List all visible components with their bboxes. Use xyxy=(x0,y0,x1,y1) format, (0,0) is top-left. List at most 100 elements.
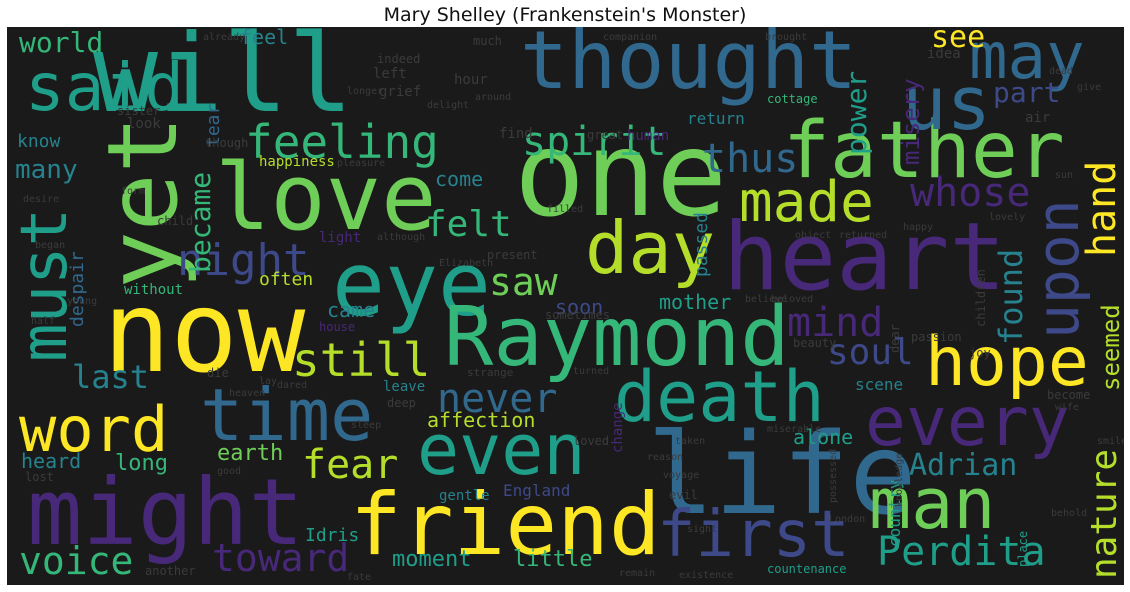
word-raymond: Raymond xyxy=(444,290,790,385)
word-great: great xyxy=(587,128,624,142)
word-will: will xyxy=(93,27,354,137)
word-become: become xyxy=(1047,388,1091,402)
word-evil: evil xyxy=(669,488,698,502)
word-sun: sun xyxy=(1055,170,1074,181)
word-adrian: Adrian xyxy=(909,448,1018,483)
word-leave: leave xyxy=(383,379,426,395)
word-present: present xyxy=(487,248,538,262)
word-world: world xyxy=(19,27,104,59)
word-around: around xyxy=(475,92,512,103)
word-fear: fear xyxy=(302,442,399,488)
word-child: child xyxy=(157,214,194,228)
word-left: left xyxy=(373,66,407,82)
word-taken: taken xyxy=(675,436,706,447)
word-idea: idea xyxy=(927,46,961,62)
word-sister: sister xyxy=(117,104,161,118)
word-might: might xyxy=(27,459,304,566)
word-happiness: happiness xyxy=(259,154,335,170)
word-reason: reason xyxy=(647,452,684,463)
word-smile: smile xyxy=(1097,436,1124,447)
word-man: man xyxy=(869,463,996,545)
word-perdita: Perdita xyxy=(877,529,1046,575)
word-saw: saw xyxy=(489,260,558,304)
word-returned: returned xyxy=(839,230,888,241)
word-thus: thus xyxy=(702,136,799,182)
word-found: found xyxy=(992,248,1030,345)
word-despair: despair xyxy=(67,251,88,327)
word-us: us xyxy=(902,61,992,147)
word-human: human xyxy=(627,128,670,144)
word-lay: lay xyxy=(259,376,278,387)
word-companion: companion xyxy=(603,32,658,43)
word-object: object xyxy=(795,230,832,241)
chart-title: Mary Shelley (Frankenstein's Monster) xyxy=(383,4,747,26)
word-england: England xyxy=(503,481,571,500)
word-little: little xyxy=(513,547,593,572)
word-brought: brought xyxy=(765,32,808,43)
word-misery: misery xyxy=(897,78,925,165)
word-without: without xyxy=(124,282,184,298)
word-dear: dear xyxy=(888,324,902,353)
word-first: first xyxy=(657,498,850,572)
word-may: may xyxy=(969,27,1085,94)
word-miserable: miserable xyxy=(767,424,822,435)
word-possessed: possessed xyxy=(828,448,839,503)
word-seemed: seemed xyxy=(1097,304,1124,391)
word-place: place xyxy=(1016,530,1030,567)
word-hope: hope xyxy=(925,323,1089,402)
word-look: look xyxy=(127,116,161,132)
word-mother: mother xyxy=(659,290,732,314)
word-earth: earth xyxy=(217,441,284,466)
word-time: time xyxy=(200,373,374,457)
word-strange: strange xyxy=(467,366,514,379)
word-friend: friend xyxy=(350,475,661,575)
word-said: said xyxy=(25,49,184,126)
word-young: young xyxy=(67,296,98,307)
word-affection: affection xyxy=(427,408,536,432)
word-grief: grief xyxy=(379,84,422,100)
word-death: death xyxy=(614,356,825,438)
word-beauty: beauty xyxy=(793,336,837,350)
word-return: return xyxy=(687,109,745,128)
word-knowledge: knowledge xyxy=(894,452,905,507)
word-existence: existence xyxy=(679,570,734,581)
word-thought: thought xyxy=(520,27,858,107)
word-lovely: lovely xyxy=(989,212,1026,223)
word-dead: dead xyxy=(1049,66,1074,77)
word-night: night xyxy=(177,235,310,286)
word-alone: alone xyxy=(793,425,854,449)
word-soul: soul xyxy=(827,332,914,373)
word-behold: behold xyxy=(1051,508,1088,519)
word-passion: passion xyxy=(911,330,962,344)
word-word: word xyxy=(19,393,169,466)
word-heart: heart xyxy=(723,203,1006,312)
word-life: life xyxy=(647,410,917,540)
word-mind: mind xyxy=(787,300,884,346)
word-cottage: cottage xyxy=(767,92,818,106)
word-see: see xyxy=(931,27,986,55)
word-hour: hour xyxy=(454,72,488,88)
word-power: power xyxy=(840,70,873,155)
word-idris: Idris xyxy=(305,525,360,546)
word-soon: soon xyxy=(555,295,604,319)
word-heaven: heaven xyxy=(229,388,266,399)
word-air: air xyxy=(1025,110,1051,126)
word-eye: eye xyxy=(332,233,491,336)
word-gentle: gentle xyxy=(439,488,490,504)
word-children: children xyxy=(974,269,988,327)
word-believe: believe xyxy=(745,294,788,305)
word-good: good xyxy=(217,466,242,477)
word-wife: wife xyxy=(1055,402,1080,413)
word-last: last xyxy=(72,358,150,396)
word-half: half xyxy=(31,316,56,327)
word-countenance: countenance xyxy=(767,562,847,576)
word-much: much xyxy=(473,34,502,48)
word-know: know xyxy=(17,131,61,152)
word-every: every xyxy=(865,383,1070,462)
word-filled: filled xyxy=(547,204,584,215)
word-elizabeth: Elizabeth xyxy=(439,258,494,269)
word-remain: remain xyxy=(619,568,656,579)
word-die: die xyxy=(207,366,229,380)
word-lost: lost xyxy=(25,470,54,484)
word-turned: turned xyxy=(573,366,610,377)
